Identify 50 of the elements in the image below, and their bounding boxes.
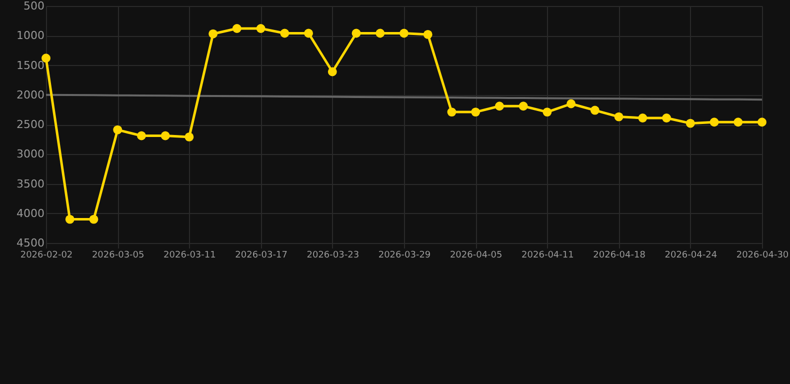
point — [494, 102, 504, 111]
y-tick-label: 2500 — [16, 118, 44, 131]
point — [423, 30, 432, 39]
x-tick-label: 2026-03-29 — [378, 250, 431, 260]
y-tick-label: 4000 — [16, 206, 44, 220]
point — [518, 102, 528, 111]
point — [542, 108, 552, 117]
point — [160, 131, 170, 140]
point — [232, 24, 242, 33]
point — [208, 29, 218, 38]
point — [686, 118, 695, 128]
y-tick-label: 2000 — [16, 88, 44, 102]
point — [734, 118, 743, 127]
point — [662, 114, 672, 122]
y-tick-label: 500 — [24, 0, 44, 12]
point — [184, 132, 194, 142]
point — [65, 214, 74, 224]
x-tick-label: 2026-04-24 — [664, 250, 718, 260]
point — [638, 114, 648, 122]
point — [590, 106, 600, 115]
y-tick-label: 3000 — [16, 148, 44, 161]
point — [89, 214, 98, 224]
y-tick-label: 4500 — [16, 236, 44, 250]
y-tick-label: 3500 — [16, 177, 44, 190]
point — [304, 28, 314, 38]
point — [328, 67, 337, 76]
point — [710, 118, 719, 127]
x-tick-label: 2026-03-17 — [235, 250, 288, 260]
point — [113, 125, 122, 134]
point — [758, 118, 766, 127]
point — [614, 112, 624, 122]
point — [280, 28, 290, 38]
point — [400, 28, 408, 38]
x-tick-label: 2026-03-11 — [164, 250, 216, 260]
point — [136, 131, 146, 140]
point — [376, 28, 385, 38]
y-tick-label: 1500 — [16, 58, 44, 72]
x-tick-label: 2026-02-02 — [20, 250, 73, 260]
x-tick-label: 2026-04-30 — [736, 250, 789, 260]
point — [352, 28, 361, 38]
point — [256, 24, 266, 33]
y-tick-label: 1000 — [16, 29, 44, 42]
x-tick-label: 2026-03-23 — [306, 250, 360, 260]
x-tick-label: 2026-04-18 — [593, 250, 646, 260]
point — [471, 108, 480, 117]
x-tick-label: 2026-04-11 — [522, 250, 574, 260]
point — [447, 108, 456, 117]
x-tick-label: 2026-04-05 — [450, 250, 502, 260]
point — [566, 99, 576, 108]
x-tick-label: 2026-03-05 — [92, 250, 144, 260]
